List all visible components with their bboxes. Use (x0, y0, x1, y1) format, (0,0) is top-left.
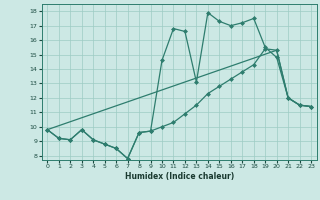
X-axis label: Humidex (Indice chaleur): Humidex (Indice chaleur) (124, 172, 234, 181)
